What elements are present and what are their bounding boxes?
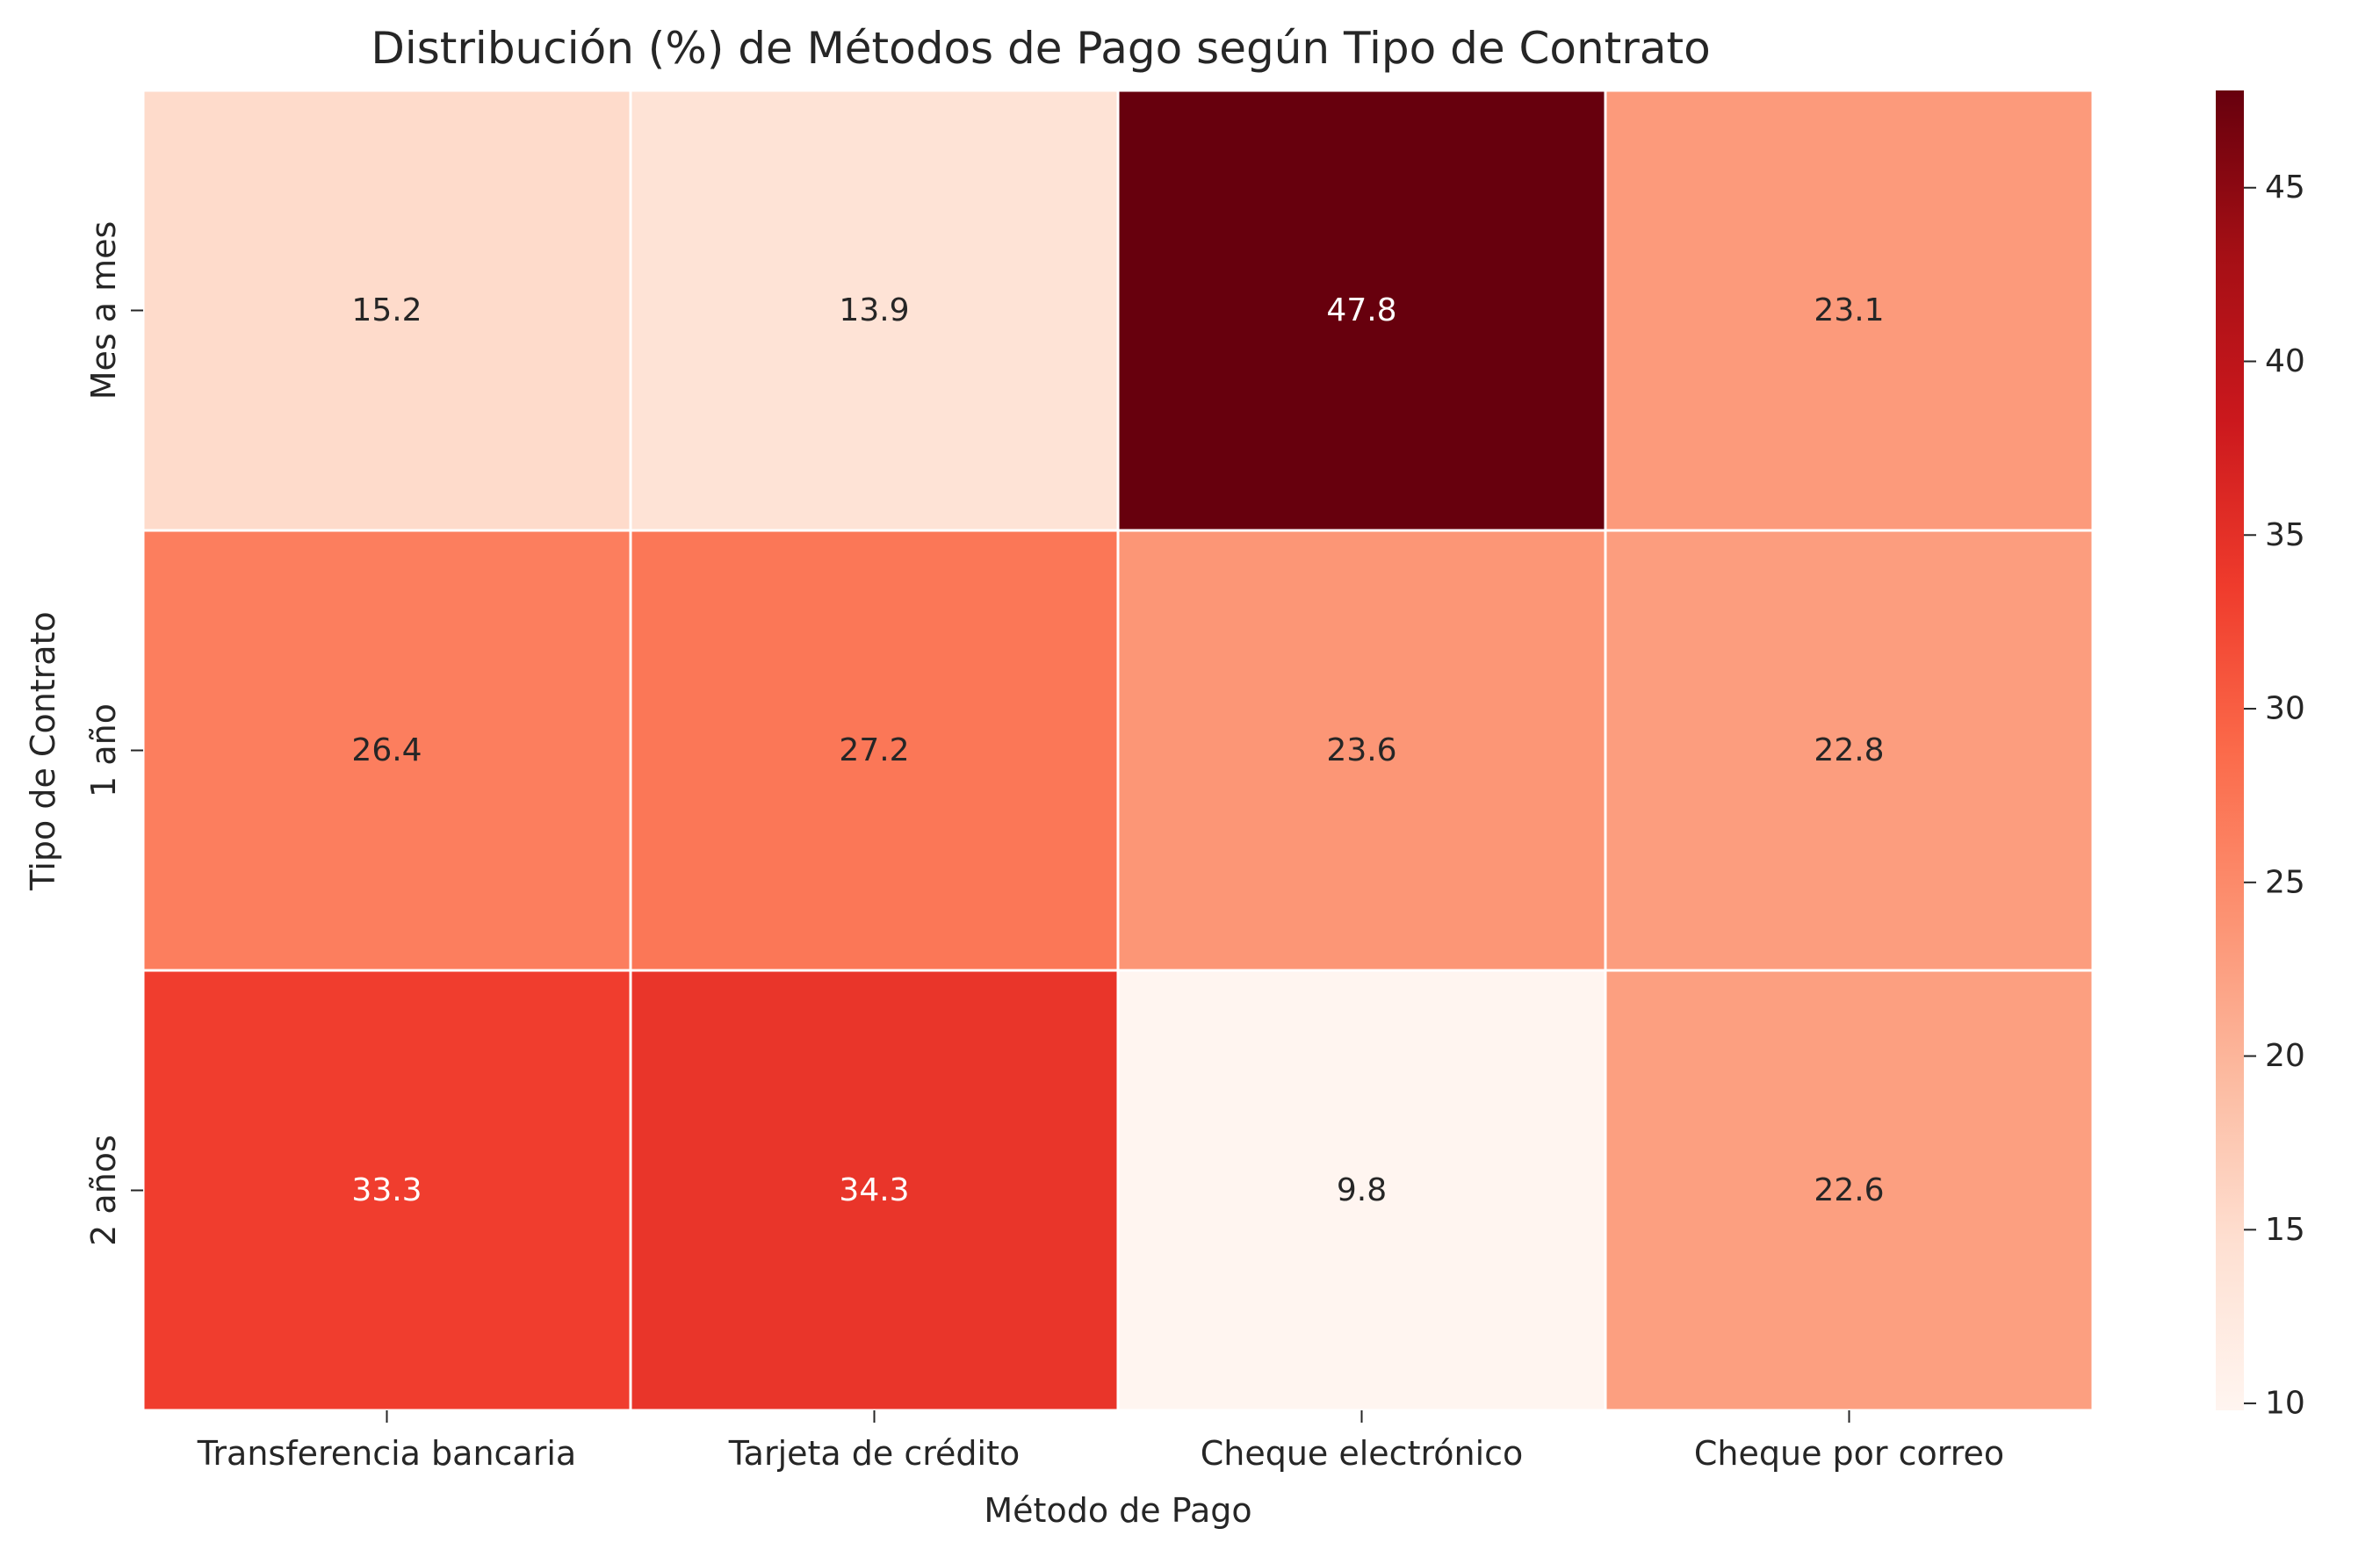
heatmap-annotation-r2-c2: 9.8	[1337, 1172, 1387, 1208]
colorbar-tick-label-4: 30	[2265, 691, 2305, 727]
x-axis: Transferencia bancaria Tarjeta de crédito…	[197, 1410, 2004, 1473]
y-axis: Mes a mes 1 año 2 años	[84, 221, 143, 1246]
heatmap-cell-r0-c3	[1604, 89, 2095, 532]
colorbar-gradient	[2216, 90, 2244, 1410]
x-tick-label-1: Tarjeta de crédito	[728, 1434, 1021, 1473]
heatmap-annotations: 15.2 13.9 47.8 23.1 26.4 27.2 23.6 22.8 33.3 34.3…	[351, 292, 1884, 1208]
x-tick-label-0: Transferencia bancaria	[197, 1434, 576, 1473]
y-axis-label: Tipo de Contrato	[24, 611, 62, 890]
heatmap-annotation-r2-c3: 22.6	[1814, 1172, 1884, 1208]
heatmap-annotation-r2-c0: 33.3	[351, 1172, 422, 1208]
colorbar-tick-label-6: 40	[2265, 343, 2305, 379]
heatmap-cell-r2-c3	[1604, 969, 2095, 1412]
colorbar-tick-label-0: 10	[2265, 1386, 2305, 1422]
heatmap-cell-r0-c0	[141, 89, 632, 532]
heatmap-annotation-r2-c1: 34.3	[839, 1172, 909, 1208]
y-tick-label-2: 2 años	[84, 1135, 123, 1246]
heatmap-cell-r0-c1	[629, 89, 1120, 532]
colorbar-tick-label-2: 20	[2265, 1038, 2305, 1074]
heatmap-annotation-r0-c0: 15.2	[351, 292, 422, 328]
heatmap-annotation-r1-c0: 26.4	[351, 732, 422, 768]
heatmap-cell-r1-c2	[1116, 529, 1607, 972]
heatmap-annotation-r1-c3: 22.8	[1814, 732, 1884, 768]
heatmap-annotation-r0-c3: 23.1	[1814, 292, 1884, 328]
heatmap-cell-r1-c3	[1604, 529, 2095, 972]
heatmap-cell-r2-c1	[629, 969, 1120, 1412]
heatmap-annotation-r1-c1: 27.2	[839, 732, 909, 768]
x-tick-label-2: Cheque electrónico	[1201, 1434, 1524, 1473]
y-tick-label-1: 1 año	[84, 703, 123, 797]
heatmap-annotation-r0-c2: 47.8	[1326, 292, 1396, 328]
heatmap-annotation-r1-c2: 23.6	[1326, 732, 1396, 768]
y-tick-label-0: Mes a mes	[84, 221, 123, 400]
heatmap-annotation-r0-c1: 13.9	[839, 292, 909, 328]
heatmap-cell-r1-c1	[629, 529, 1120, 972]
colorbar-tick-label-7: 45	[2265, 169, 2305, 205]
colorbar-tick-label-3: 25	[2265, 864, 2305, 900]
colorbar-tick-label-1: 15	[2265, 1212, 2305, 1248]
x-axis-label: Método de Pago	[984, 1491, 1251, 1530]
chart-title: Distribución (%) de Métodos de Pago segú…	[371, 23, 1710, 74]
x-tick-label-3: Cheque por correo	[1694, 1434, 2004, 1473]
heatmap-cell-r1-c0	[141, 529, 632, 972]
colorbar: 10 15 20 25 30 35 40 45	[2216, 90, 2305, 1422]
heatmap-cell-r0-c2	[1116, 89, 1607, 532]
heatmap-cells	[141, 89, 2095, 1412]
colorbar-tick-label-5: 35	[2265, 517, 2305, 553]
